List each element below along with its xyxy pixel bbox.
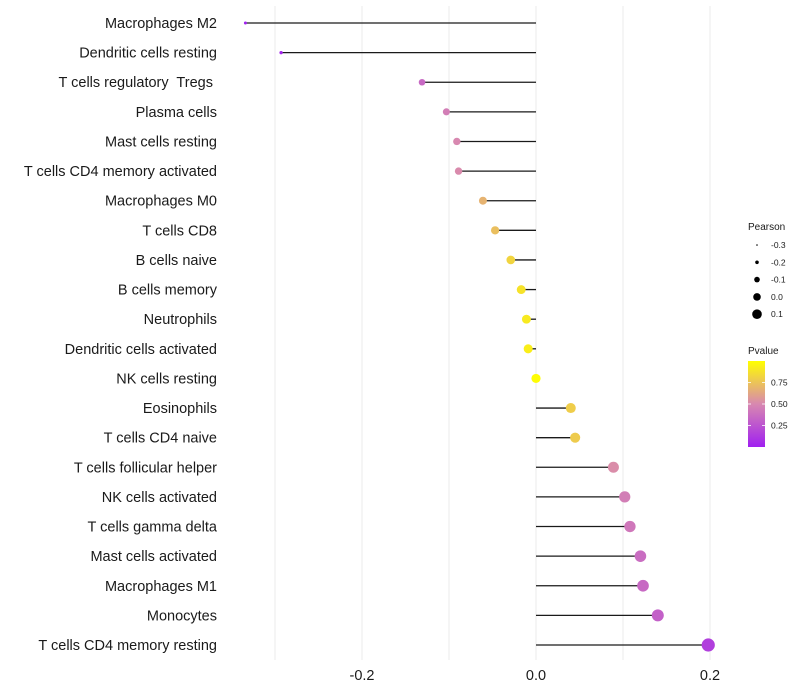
data-point: [570, 432, 581, 443]
data-point: [243, 21, 247, 25]
data-point: [523, 344, 533, 354]
y-tick-label: NK cells activated: [102, 490, 217, 506]
data-point: [651, 609, 664, 622]
size-legend-label: 0.1: [771, 309, 783, 319]
size-legend-key: [752, 309, 762, 320]
x-tick-label: -0.2: [350, 668, 375, 684]
y-tick-label: Dendritic cells resting: [79, 46, 217, 62]
y-tick-label: Mast cells resting: [105, 134, 217, 150]
data-point: [506, 255, 516, 265]
x-tick-label: 0.2: [700, 668, 720, 684]
gridlines: [274, 6, 711, 660]
x-tick-label: 0.0: [526, 668, 546, 684]
size-legend-key: [753, 293, 761, 301]
data-point: [453, 137, 461, 146]
data-point: [619, 491, 631, 503]
data-point: [637, 579, 649, 592]
data-point: [516, 285, 526, 295]
data-point: [454, 167, 463, 175]
y-tick-label: NK cells resting: [116, 371, 217, 387]
data-point: [607, 461, 619, 473]
size-legend: Pearson -0.3 -0.2 -0.1 0.0 0.1: [748, 222, 786, 319]
y-tick-label: Neutrophils: [144, 312, 217, 328]
x-axis-labels: -0.2 0.0 0.2: [350, 668, 721, 684]
color-bar: [748, 361, 765, 447]
data-point: [521, 314, 531, 324]
color-legend: Pvalue 0.25 0.50 0.75: [748, 346, 788, 447]
y-tick-label: Macrophages M0: [105, 194, 217, 210]
y-axis-labels: Macrophages M2 Dendritic cells resting T c…: [24, 16, 218, 654]
y-tick-label: T cells follicular helper: [74, 460, 217, 476]
y-tick-label: Macrophages M1: [105, 579, 217, 595]
color-legend-label: 0.50: [771, 399, 788, 409]
size-legend-key: [755, 260, 759, 265]
color-legend-label: 0.25: [771, 421, 788, 431]
y-tick-label: T cells regulatory Tregs: [59, 75, 218, 91]
data-point: [634, 550, 647, 562]
y-tick-label: Plasma cells: [136, 105, 217, 121]
size-legend-label: -0.3: [771, 240, 786, 250]
y-tick-label: B cells memory: [118, 283, 218, 299]
y-tick-label: Mast cells activated: [90, 549, 217, 565]
data-point: [701, 638, 715, 652]
y-tick-label: T cells CD4 naive: [104, 431, 217, 447]
y-tick-label: Macrophages M2: [105, 16, 217, 32]
data-point: [531, 373, 541, 384]
y-tick-label: T cells gamma delta: [88, 520, 218, 536]
data-point: [565, 403, 576, 414]
y-tick-label: T cells CD8: [142, 223, 217, 239]
y-tick-label: Dendritic cells activated: [65, 342, 217, 358]
size-legend-key: [754, 276, 760, 283]
color-legend-title: Pvalue: [748, 346, 779, 357]
y-tick-label: T cells CD4 memory activated: [24, 164, 217, 180]
data-point: [490, 226, 500, 235]
y-tick-label: Monocytes: [147, 608, 217, 624]
y-tick-label: Eosinophils: [143, 401, 217, 417]
color-legend-label: 0.75: [771, 378, 788, 388]
data-point: [624, 520, 636, 533]
points: [243, 21, 715, 652]
size-legend-label: 0.0: [771, 292, 783, 302]
data-point: [442, 108, 450, 116]
size-legend-key: [756, 244, 758, 246]
size-legend-label: -0.1: [771, 275, 786, 285]
data-point: [478, 196, 487, 205]
data-point: [418, 78, 426, 86]
y-tick-label: T cells CD4 memory resting: [38, 638, 217, 654]
y-tick-label: B cells naive: [136, 253, 217, 269]
stems: [245, 22, 709, 646]
size-legend-label: -0.2: [771, 257, 786, 267]
data-point: [279, 50, 283, 55]
size-legend-title: Pearson: [748, 222, 785, 233]
